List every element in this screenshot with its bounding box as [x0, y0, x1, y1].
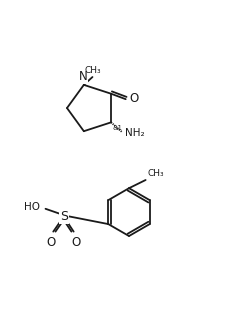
Text: CH₃: CH₃ [147, 169, 164, 178]
Text: S: S [60, 210, 68, 223]
Text: N: N [79, 70, 88, 83]
Text: CH₃: CH₃ [84, 66, 101, 75]
Text: O: O [130, 92, 139, 105]
Text: &1: &1 [112, 125, 122, 131]
Text: HO: HO [25, 202, 40, 212]
Text: O: O [71, 236, 81, 249]
Text: NH₂: NH₂ [125, 128, 144, 138]
Text: O: O [47, 236, 56, 249]
